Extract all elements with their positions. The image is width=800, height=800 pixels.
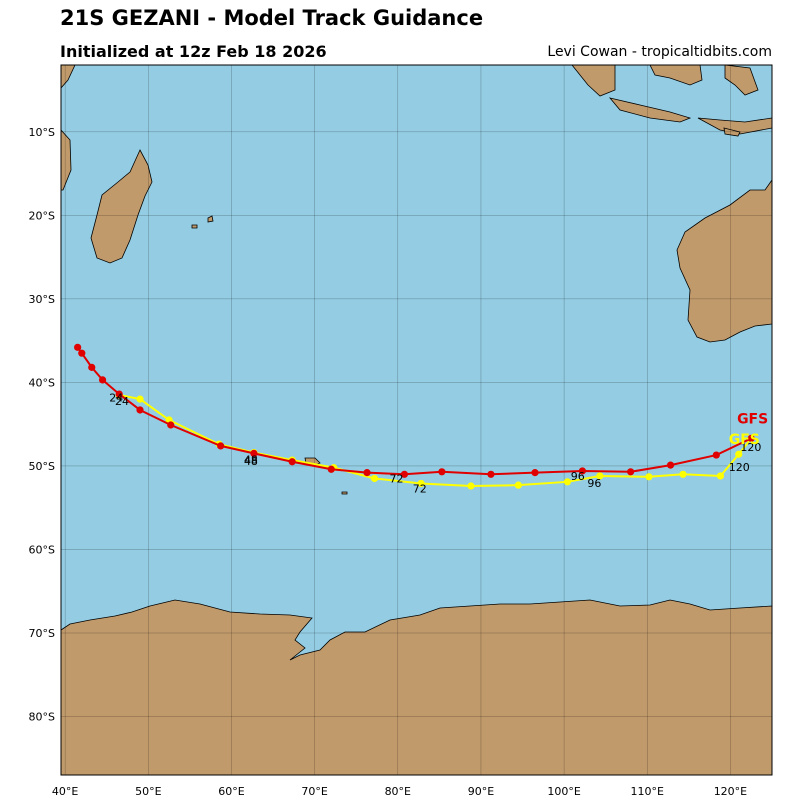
track-point <box>712 451 720 459</box>
lon-tick-label: 40°E <box>52 785 78 798</box>
forecast-hour-label: 120 <box>729 461 750 474</box>
lon-tick-label: 110°E <box>631 785 664 798</box>
madagascar <box>90 149 153 264</box>
track-point <box>735 450 743 458</box>
lon-tick-label: 50°E <box>135 785 161 798</box>
track-point <box>88 363 96 371</box>
lat-tick-label: 30°S <box>29 293 55 306</box>
model-name-label: GFS <box>737 411 768 427</box>
map-subtitle: Initialized at 12z Feb 18 2026 <box>60 42 327 61</box>
forecast-hour-label: 72 <box>389 473 403 486</box>
track-line <box>119 393 752 487</box>
model-name-label: GFS <box>729 432 760 448</box>
model-legend: GFS GFS <box>729 411 768 448</box>
java <box>608 97 692 123</box>
land-masses <box>61 65 772 775</box>
africa-horn <box>61 129 72 191</box>
track-point <box>645 473 653 481</box>
track-point <box>487 470 495 478</box>
mauritius <box>207 215 214 223</box>
map-title: 21S GEZANI - Model Track Guidance <box>60 6 484 30</box>
antarctica <box>61 599 772 775</box>
track-point <box>327 465 335 473</box>
timor <box>723 127 741 137</box>
track-point <box>438 468 446 476</box>
track-point <box>250 449 258 458</box>
track-point <box>363 469 371 477</box>
lat-tick-label: 40°S <box>29 376 55 389</box>
lon-tick-label: 80°E <box>385 785 411 798</box>
lat-tick-label: 50°S <box>29 460 55 473</box>
forecast-hour-label: 24 <box>115 395 129 408</box>
lon-tick-label: 120°E <box>714 785 747 798</box>
track-point <box>563 478 572 486</box>
forecast-hour-label: 48 <box>244 455 258 468</box>
track-point <box>596 472 604 480</box>
track-point <box>78 349 86 357</box>
forecast-hour-label: 72 <box>413 483 427 496</box>
track-point <box>288 458 296 466</box>
track-point <box>115 390 123 398</box>
africa <box>61 65 76 89</box>
graticule <box>61 65 772 775</box>
track-point <box>167 421 175 429</box>
track-point <box>578 467 587 475</box>
reunion <box>191 224 198 229</box>
track-point <box>370 474 379 483</box>
borneo-sulawesi <box>649 65 703 86</box>
axis-ticks: 40°E 50°E 60°E 70°E 80°E 90°E 100°E 110°E 120°E 1… <box>29 126 748 798</box>
forecast-hour-label: 96 <box>571 470 585 483</box>
forecast-hour-label: 120 <box>740 441 761 454</box>
heard-island <box>341 491 348 495</box>
lon-tick-label: 60°E <box>218 785 244 798</box>
lat-tick-label: 70°S <box>29 627 55 640</box>
track-point <box>747 434 755 442</box>
lesser-sunda <box>697 117 772 135</box>
track-point <box>531 469 539 477</box>
australia <box>676 179 772 343</box>
track-point <box>98 376 107 384</box>
sulawesi <box>724 65 759 96</box>
track-point <box>514 481 522 489</box>
track-point <box>666 461 675 469</box>
map-frame <box>60 64 773 776</box>
track-point <box>136 406 144 414</box>
lat-tick-label: 10°S <box>29 126 55 139</box>
map-credit: Levi Cowan - tropicaltidbits.com <box>547 44 772 60</box>
sumatra <box>571 65 616 97</box>
track-point <box>716 472 725 480</box>
track-point <box>217 442 225 450</box>
track-point <box>627 468 635 476</box>
lat-tick-label: 20°S <box>29 209 55 222</box>
track-point <box>74 343 82 351</box>
track-point <box>467 482 475 490</box>
track-point <box>400 470 409 478</box>
track-point <box>679 470 687 478</box>
lon-tick-label: 90°E <box>468 785 494 798</box>
lat-tick-label: 60°S <box>29 543 55 556</box>
model-tracks <box>74 343 755 490</box>
lat-tick-label: 80°S <box>29 711 55 724</box>
forecast-hour-label: 96 <box>587 477 601 490</box>
track-point <box>136 395 144 403</box>
track-point <box>417 479 425 488</box>
forecast-hour-label: 24 <box>109 392 123 405</box>
lon-tick-label: 70°E <box>301 785 327 798</box>
forecast-hour-label: 48 <box>244 453 258 466</box>
lon-tick-label: 100°E <box>547 785 580 798</box>
